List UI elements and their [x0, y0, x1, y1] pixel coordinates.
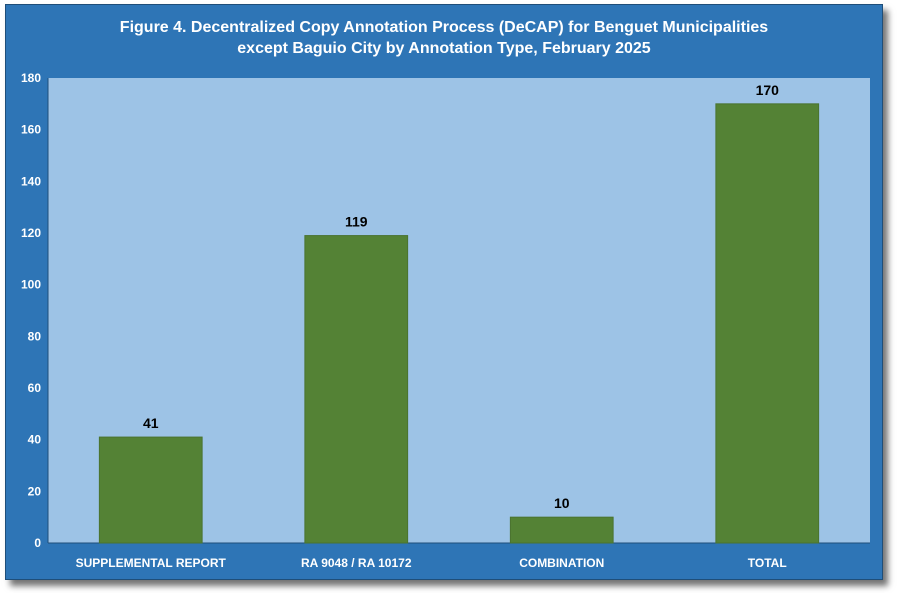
category-label: SUPPLEMENTAL REPORT [76, 556, 227, 570]
y-tick-label: 140 [21, 174, 41, 188]
chart-title-line-1: Figure 4. Decentralized Copy Annotation … [119, 19, 769, 36]
category-label: COMBINATION [519, 556, 604, 570]
y-tick-label: 40 [28, 433, 42, 447]
data-label: 10 [554, 495, 570, 511]
y-tick-label: 0 [34, 536, 41, 550]
data-label: 119 [345, 214, 368, 230]
category-label: RA 9048 / RA 10172 [301, 556, 412, 570]
category-labels: SUPPLEMENTAL REPORT RA 9048 / RA 10172 COM… [76, 556, 787, 570]
y-tick-label: 20 [28, 484, 42, 498]
y-tick-label: 120 [21, 226, 41, 240]
y-tick-label: 80 [28, 329, 42, 343]
bar [715, 103, 820, 544]
data-label: 170 [756, 82, 780, 98]
bar [98, 436, 203, 544]
data-labels: 41 119 10 170 [143, 82, 779, 511]
data-label: 41 [143, 415, 159, 431]
y-tick-label: 160 [21, 123, 41, 137]
y-tick-label: 60 [28, 381, 42, 395]
bar [304, 235, 409, 544]
bars [98, 103, 820, 544]
category-label: TOTAL [748, 556, 787, 570]
bar [509, 516, 614, 544]
chart-title-line-2: except Baguio City by Annotation Type, F… [237, 40, 651, 57]
y-tick-label: 100 [21, 278, 41, 292]
chart-title: Figure 4. Decentralized Copy Annotation … [6, 17, 882, 59]
y-axis-ticks: 0 20 40 60 80 100 120 140 160 180 [21, 71, 41, 550]
chart-frame: Figure 4. Decentralized Copy Annotation … [5, 4, 883, 580]
y-tick-label: 180 [21, 71, 41, 85]
bar-chart: 0 20 40 60 80 100 120 140 160 180 41 119 10 170 SUPP… [21, 71, 870, 570]
